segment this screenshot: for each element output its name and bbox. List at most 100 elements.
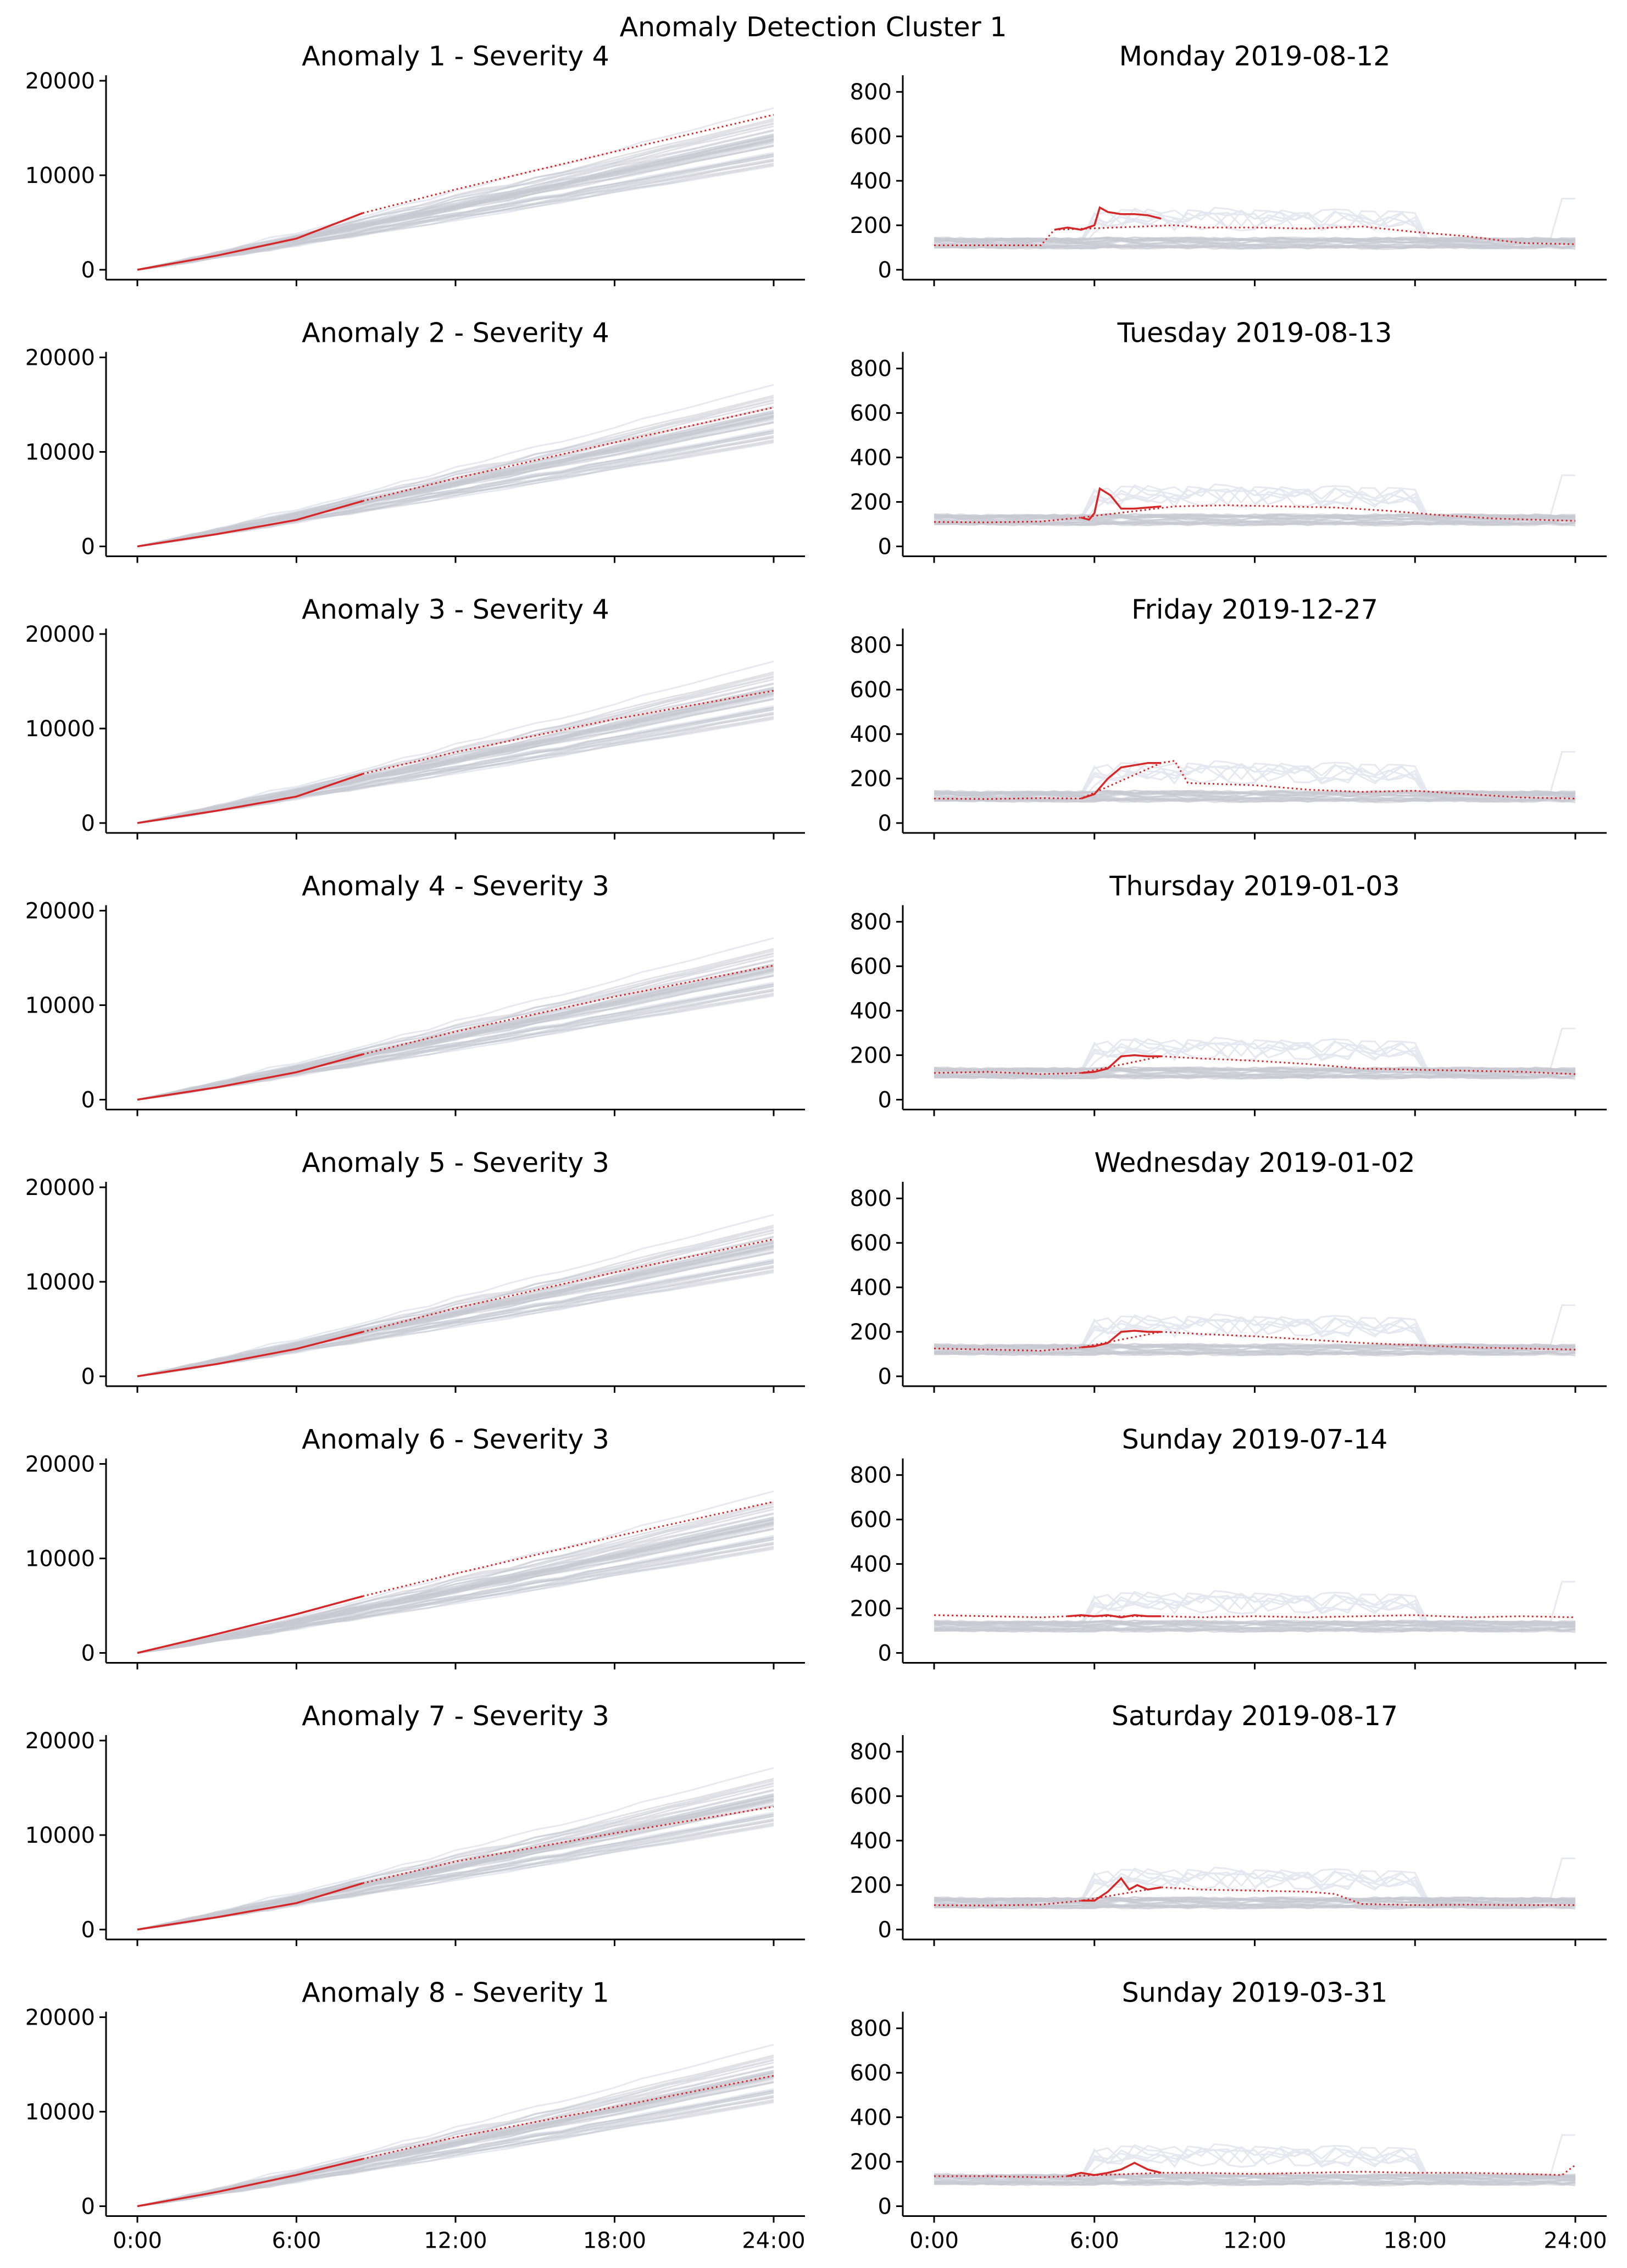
y-tick-label: 600 — [850, 677, 892, 703]
y-tick-label: 600 — [850, 401, 892, 426]
panel-title: Anomaly 6 - Severity 3 — [302, 1424, 609, 1455]
y-tick-label: 200 — [850, 1597, 892, 1622]
background-series-line — [934, 798, 1576, 803]
y-tick-label: 200 — [850, 213, 892, 238]
y-tick-label: 10000 — [25, 1823, 95, 1848]
background-series-line — [137, 1528, 774, 1654]
background-series-line — [934, 1897, 1576, 1902]
predicted-series-line — [934, 1055, 1576, 1075]
axes-panel-6: Anomaly 6 - Severity 3 0 10000 20000 — [25, 1424, 805, 1670]
background-series-line — [934, 1074, 1576, 1080]
axes-container: Anomaly 1 - Severity 401000020000Anomaly… — [25, 41, 1607, 2254]
background-series-line — [137, 1266, 774, 1377]
observed-series-line — [137, 1053, 363, 1101]
background-series-line — [137, 1805, 774, 1931]
panel-title: Friday 2019-12-27 — [1131, 594, 1378, 625]
y-tick-label: 200 — [850, 766, 892, 792]
y-tick-label: 20000 — [25, 69, 95, 94]
background-series-line — [137, 164, 774, 271]
panel-title: Anomaly 4 - Severity 3 — [302, 871, 609, 902]
observed-series-line — [1067, 1614, 1162, 1619]
y-tick-label: 0 — [878, 1641, 892, 1666]
background-series-line — [137, 949, 774, 1100]
x-tick-label: 18:00 — [1384, 2228, 1447, 2254]
y-tick-label: 800 — [850, 1463, 892, 1488]
background-series-line — [137, 2072, 774, 2207]
observed-series-line — [1081, 1877, 1162, 1902]
background-series-line — [137, 421, 774, 547]
y-tick-label: 600 — [850, 124, 892, 149]
background-series-line — [934, 1351, 1576, 1356]
y-tick-label: 600 — [850, 2061, 892, 2086]
axes-panel-13: Wednesday 2019-01-02 0 200 400 600 800 — [850, 1147, 1607, 1393]
y-tick-label: 0 — [81, 258, 95, 283]
background-series-line — [137, 1547, 774, 1654]
y-tick-label: 800 — [850, 633, 892, 658]
y-tick-label: 20000 — [25, 1175, 95, 1200]
y-tick-label: 400 — [850, 169, 892, 194]
axes-panel-1: Anomaly 1 - Severity 4 0 10000 20000 — [25, 41, 805, 286]
background-series-line — [137, 136, 774, 271]
background-series-line — [137, 160, 774, 271]
predicted-series-line — [934, 1614, 1576, 1619]
background-series-line — [137, 396, 774, 547]
axes-panel-2: Anomaly 2 - Severity 4 0 10000 20000 — [25, 318, 805, 563]
y-tick-label: 0 — [878, 1088, 892, 1113]
background-series-line — [137, 1543, 774, 1654]
predicted-series-line — [362, 407, 774, 502]
observed-series-line — [137, 772, 363, 824]
y-tick-label: 0 — [81, 1641, 95, 1666]
x-tick-label: 12:00 — [1223, 2228, 1286, 2254]
y-tick-label: 0 — [81, 1364, 95, 1389]
figure-title: Anomaly Detection Cluster 1 — [620, 12, 1007, 43]
observed-series-line — [137, 1331, 363, 1377]
y-tick-label: 600 — [850, 1784, 892, 1809]
observed-series-line — [1080, 761, 1162, 800]
y-tick-label: 0 — [878, 2194, 892, 2220]
y-tick-label: 200 — [850, 490, 892, 515]
y-tick-label: 600 — [850, 1231, 892, 1256]
background-series-line — [137, 1796, 774, 1931]
background-series-line — [934, 521, 1576, 526]
predicted-series-line — [934, 1331, 1576, 1352]
background-series-line — [137, 673, 774, 824]
background-series-line — [137, 698, 774, 824]
observed-series-line — [1081, 1330, 1162, 1349]
background-series-line — [137, 2097, 774, 2207]
y-tick-label: 400 — [850, 1275, 892, 1300]
predicted-series-line — [362, 1238, 774, 1333]
y-tick-label: 20000 — [25, 622, 95, 647]
predicted-series-line — [934, 1886, 1575, 1906]
x-tick-label: 24:00 — [1543, 2228, 1607, 2254]
axes-panel-3: Anomaly 3 - Severity 4 0 10000 20000 — [25, 594, 805, 840]
background-series-line — [137, 1252, 774, 1377]
panel-title: Anomaly 1 - Severity 4 — [302, 41, 609, 72]
y-tick-label: 20000 — [25, 899, 95, 924]
y-tick-label: 10000 — [25, 1547, 95, 1572]
predicted-series-line — [934, 2164, 1576, 2178]
y-tick-label: 800 — [850, 2016, 892, 2042]
y-tick-label: 600 — [850, 954, 892, 980]
predicted-series-line — [362, 964, 774, 1055]
y-tick-label: 400 — [850, 722, 892, 747]
predicted-series-line — [934, 504, 1576, 524]
axes-panel-12: Thursday 2019-01-03 0 200 400 600 800 — [850, 871, 1607, 1116]
background-series-line — [137, 975, 774, 1100]
observed-series-line — [137, 212, 363, 271]
y-tick-label: 0 — [878, 535, 892, 560]
background-series-line — [934, 513, 1576, 519]
y-tick-label: 0 — [81, 2194, 95, 2220]
predicted-series-line — [362, 1805, 774, 1885]
x-tick-label: 6:00 — [1070, 2228, 1119, 2254]
background-series-line — [137, 689, 774, 824]
y-tick-label: 400 — [850, 2105, 892, 2131]
y-tick-label: 20000 — [25, 346, 95, 371]
background-series-line — [137, 120, 774, 271]
panel-title: Sunday 2019-03-31 — [1122, 1977, 1388, 2009]
observed-series-line — [1080, 487, 1162, 521]
observed-series-line — [1054, 206, 1162, 231]
y-tick-label: 0 — [878, 811, 892, 836]
y-tick-label: 400 — [850, 1828, 892, 1854]
